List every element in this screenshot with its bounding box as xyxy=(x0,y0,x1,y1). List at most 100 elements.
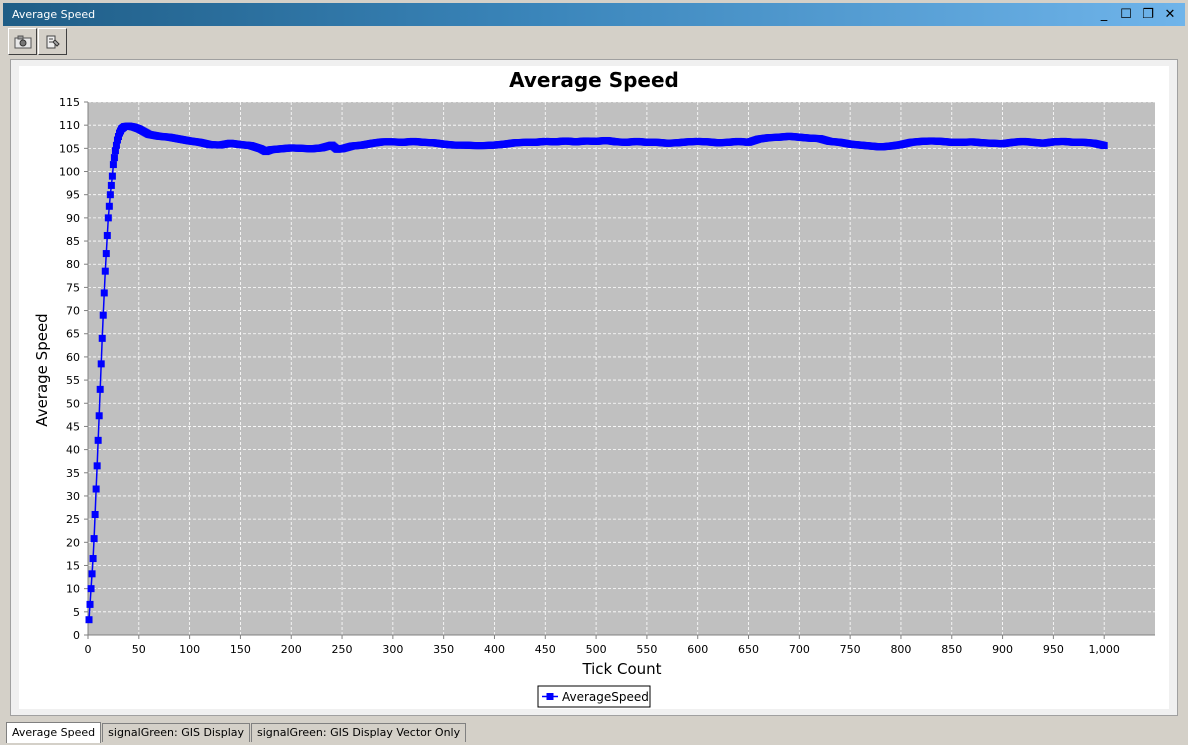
data-point xyxy=(96,385,104,393)
window-title: Average Speed xyxy=(12,8,96,21)
y-tick-label: 55 xyxy=(66,374,80,387)
plot-area xyxy=(88,102,1155,635)
x-tick-label: 0 xyxy=(85,643,92,656)
x-tick-label: 550 xyxy=(636,643,657,656)
tab-gis-display-vector-only[interactable]: signalGreen: GIS Display Vector Only xyxy=(251,723,467,742)
y-tick-label: 105 xyxy=(59,142,80,155)
grid-lines xyxy=(87,101,1155,636)
y-tick-label: 45 xyxy=(66,420,80,433)
chart-properties-icon xyxy=(46,35,60,48)
data-point xyxy=(107,181,115,189)
x-tick-label: 250 xyxy=(332,643,353,656)
data-point xyxy=(110,154,118,162)
chart-properties-button[interactable] xyxy=(38,28,67,55)
chart-title: Average Speed xyxy=(509,68,679,92)
data-point xyxy=(112,141,120,149)
legend[interactable]: AverageSpeed xyxy=(537,685,651,708)
data-point xyxy=(89,555,97,563)
y-tick-label: 85 xyxy=(66,235,80,248)
x-tick-label: 750 xyxy=(840,643,861,656)
x-axis-label: Tick Count xyxy=(581,660,661,678)
data-point xyxy=(103,231,111,239)
x-tick-label: 50 xyxy=(132,643,146,656)
data-point xyxy=(88,570,96,578)
x-tick-label: 300 xyxy=(382,643,403,656)
camera-icon xyxy=(14,35,31,48)
x-tick-label: 100 xyxy=(179,643,200,656)
x-tick-label: 600 xyxy=(687,643,708,656)
legend-label: AverageSpeed xyxy=(562,690,649,704)
y-tick-label: 115 xyxy=(59,96,80,109)
x-tick-label: 200 xyxy=(281,643,302,656)
x-tick-label: 950 xyxy=(1043,643,1064,656)
tab-average-speed[interactable]: Average Speed xyxy=(6,722,102,743)
y-tick-label: 40 xyxy=(66,444,80,457)
data-point xyxy=(106,191,114,199)
data-point xyxy=(87,585,95,593)
x-tick-label: 150 xyxy=(230,643,251,656)
x-tick-label: 500 xyxy=(586,643,607,656)
data-point xyxy=(95,412,103,420)
y-tick-label: 5 xyxy=(73,606,80,619)
y-axis-ticks: 0 5 10 15 20 25 30 35 40 45 50 55 60 65 70 75 80 85 90 95 10… xyxy=(59,96,88,642)
y-tick-label: 35 xyxy=(66,467,80,480)
x-tick-label: 650 xyxy=(738,643,759,656)
data-point xyxy=(98,334,106,342)
y-tick-label: 50 xyxy=(66,397,80,410)
data-point xyxy=(104,214,112,222)
legend-marker xyxy=(546,693,554,700)
data-point xyxy=(90,535,98,543)
y-tick-label: 65 xyxy=(66,328,80,341)
minimize-icon[interactable]: _ xyxy=(1100,6,1108,22)
y-tick-label: 0 xyxy=(73,629,80,642)
y-tick-label: 110 xyxy=(59,119,80,132)
data-point xyxy=(105,202,113,210)
x-axis-ticks: 0 50 100 150 200 250 300 350 400 450 500 550 600 650 7… xyxy=(85,635,1120,656)
data-point xyxy=(102,250,110,258)
y-tick-label: 90 xyxy=(66,212,80,225)
x-tick-label: 800 xyxy=(890,643,911,656)
data-point xyxy=(93,462,101,470)
average-speed-chart: Average Speed 0 5 10 15 20 25 30 35 40 45 50 55 60 65… xyxy=(33,68,1155,708)
y-tick-label: 25 xyxy=(66,513,80,526)
y-tick-label: 95 xyxy=(66,189,80,202)
window-titlebar: Average Speed _ ☐ ❐ ✕ xyxy=(3,3,1185,26)
restore-icon[interactable]: ❐ xyxy=(1142,6,1154,22)
y-tick-label: 60 xyxy=(66,351,80,364)
y-tick-label: 10 xyxy=(66,583,80,596)
close-icon[interactable]: ✕ xyxy=(1164,6,1176,22)
data-point xyxy=(85,616,93,624)
data-point xyxy=(97,360,105,368)
snapshot-button[interactable] xyxy=(8,28,37,55)
y-tick-label: 20 xyxy=(66,536,80,549)
series-averagespeed xyxy=(85,122,1108,624)
data-point xyxy=(94,436,102,444)
y-tick-label: 70 xyxy=(66,305,80,318)
data-point xyxy=(111,147,119,155)
tab-gis-display[interactable]: signalGreen: GIS Display xyxy=(102,723,251,742)
y-axis-label: Average Speed xyxy=(33,313,51,426)
y-tick-label: 15 xyxy=(66,559,80,572)
x-tick-label: 400 xyxy=(484,643,505,656)
data-point xyxy=(91,511,99,518)
data-point xyxy=(1100,142,1108,150)
legend-box xyxy=(537,685,651,708)
view-tabs: Average Speed signalGreen: GIS Display s… xyxy=(6,722,467,744)
x-tick-label: 450 xyxy=(535,643,556,656)
x-tick-label: 350 xyxy=(433,643,454,656)
chart-container: Average Speed 0 5 10 15 20 25 30 35 40 45 50 55 60 65… xyxy=(19,66,1169,709)
chart-toolbar xyxy=(8,28,67,56)
x-tick-label: 850 xyxy=(941,643,962,656)
x-tick-label: 1,000 xyxy=(1088,643,1120,656)
y-tick-label: 30 xyxy=(66,490,80,503)
data-point xyxy=(108,172,116,180)
y-tick-label: 100 xyxy=(59,166,80,179)
data-point xyxy=(86,600,94,608)
maximize-icon[interactable]: ☐ xyxy=(1120,6,1132,22)
data-point xyxy=(92,485,100,493)
y-tick-label: 75 xyxy=(66,281,80,294)
data-point xyxy=(100,289,108,297)
x-tick-label: 700 xyxy=(789,643,810,656)
x-tick-label: 900 xyxy=(992,643,1013,656)
y-tick-label: 80 xyxy=(66,258,80,271)
